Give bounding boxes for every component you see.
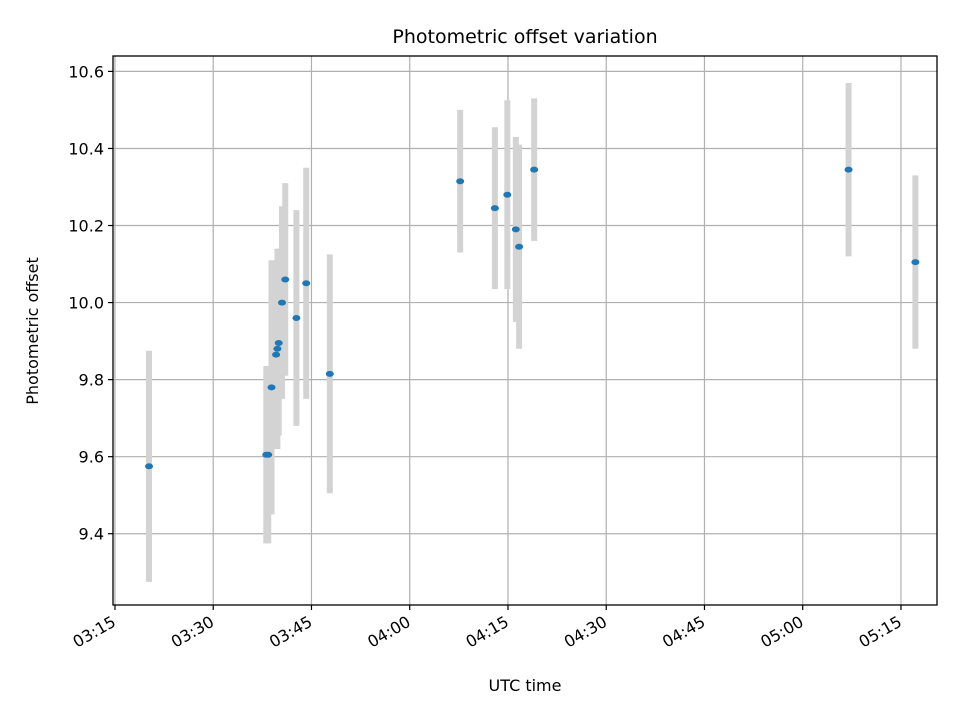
data-point [273,345,282,352]
data-point [267,384,276,391]
data-point [456,178,465,185]
data-point [272,351,281,358]
y-axis-label: Photometric offset [23,257,42,405]
x-axis-label: UTC time [489,676,562,695]
y-tick-label: 10.2 [68,217,104,236]
data-points [145,166,920,470]
y-tick-label: 9.8 [79,371,104,390]
y-tick-label: 9.4 [79,525,104,544]
data-point [325,370,334,377]
y-tick-label: 9.6 [79,448,104,467]
y-tick-label: 10.4 [68,139,104,158]
data-point [511,226,520,233]
y-tick-label: 10.6 [68,62,104,81]
plot-frame [112,55,938,606]
chart-title: Photometric offset variation [392,26,657,48]
data-point [292,314,301,321]
data-point [302,280,311,287]
data-point [911,259,920,266]
data-point [281,276,290,283]
data-point [277,299,286,306]
data-point [503,191,512,198]
data-point [844,166,853,173]
data-point [530,166,539,173]
data-point [490,205,499,212]
data-point [145,463,154,470]
data-point [515,243,524,250]
data-point [264,451,273,458]
y-tick-label: 10.0 [68,294,104,313]
grid [113,56,937,605]
y-axis-ticks: 9.4 9.6 9.8 10.0 10.2 10.4 10.6 [68,62,113,544]
data-point [274,340,283,347]
